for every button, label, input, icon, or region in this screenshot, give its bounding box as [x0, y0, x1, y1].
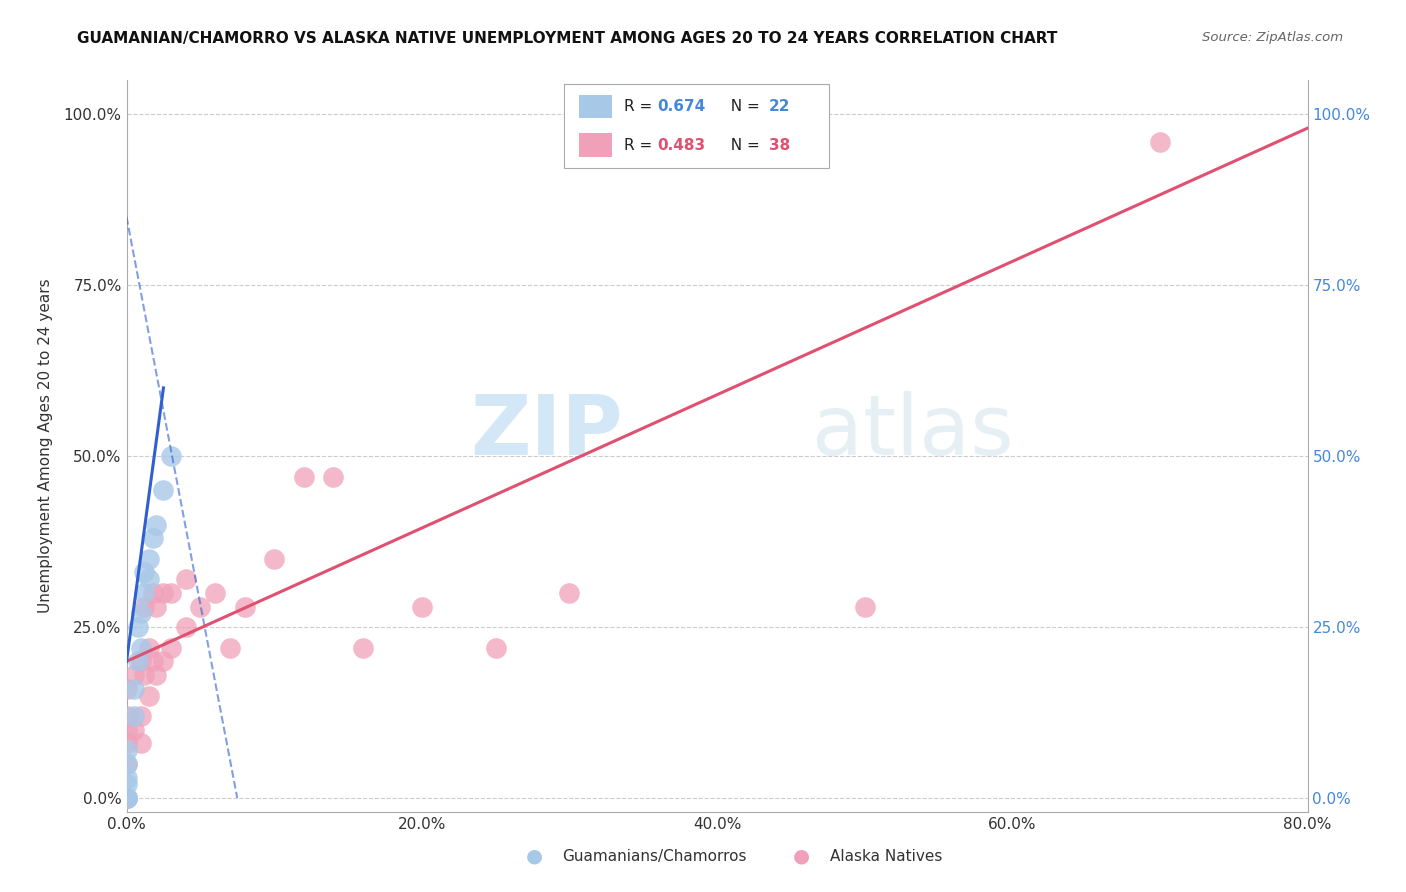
- Point: [122, 709, 145, 723]
- Text: ZIP: ZIP: [470, 391, 623, 472]
- Point: [134, 566, 156, 580]
- Point: [174, 620, 197, 634]
- Point: [484, 640, 508, 655]
- Text: 0.674: 0.674: [657, 99, 704, 114]
- Point: [142, 531, 165, 545]
- Point: [115, 791, 138, 805]
- Point: [145, 599, 167, 614]
- Point: [292, 469, 315, 483]
- Point: [115, 709, 138, 723]
- Point: [115, 777, 138, 791]
- Point: [115, 723, 138, 737]
- Point: [188, 599, 212, 614]
- Point: [853, 599, 876, 614]
- Point: [142, 586, 165, 600]
- Point: [115, 771, 138, 785]
- Point: [115, 791, 138, 805]
- Y-axis label: Unemployment Among Ages 20 to 24 years: Unemployment Among Ages 20 to 24 years: [38, 278, 52, 614]
- Point: [152, 586, 174, 600]
- Text: Alaska Natives: Alaska Natives: [830, 849, 942, 863]
- Text: R =: R =: [624, 99, 657, 114]
- Point: [122, 681, 145, 696]
- Bar: [579, 95, 612, 119]
- Point: [122, 668, 145, 682]
- Point: [411, 599, 433, 614]
- Point: [322, 469, 344, 483]
- Point: [160, 586, 183, 600]
- Point: [152, 654, 174, 668]
- Point: [134, 668, 156, 682]
- Text: Source: ZipAtlas.com: Source: ZipAtlas.com: [1202, 31, 1343, 45]
- Text: R =: R =: [624, 137, 657, 153]
- Point: [160, 640, 183, 655]
- Point: [129, 709, 153, 723]
- Text: Guamanians/Chamorros: Guamanians/Chamorros: [562, 849, 747, 863]
- Point: [115, 743, 138, 757]
- Point: [352, 640, 374, 655]
- Point: [115, 791, 138, 805]
- Point: [115, 756, 138, 771]
- Text: 22: 22: [769, 99, 790, 114]
- Point: [115, 791, 138, 805]
- Point: [145, 517, 167, 532]
- Point: [219, 640, 242, 655]
- Point: [115, 681, 138, 696]
- Point: [134, 599, 156, 614]
- Text: ●: ●: [793, 847, 810, 866]
- Text: N =: N =: [721, 99, 765, 114]
- Point: [138, 551, 160, 566]
- Point: [142, 654, 165, 668]
- Point: [115, 756, 138, 771]
- Point: [138, 572, 160, 586]
- Text: GUAMANIAN/CHAMORRO VS ALASKA NATIVE UNEMPLOYMENT AMONG AGES 20 TO 24 YEARS CORRE: GUAMANIAN/CHAMORRO VS ALASKA NATIVE UNEM…: [77, 31, 1057, 46]
- Point: [134, 586, 156, 600]
- Text: N =: N =: [721, 137, 765, 153]
- Point: [160, 449, 183, 463]
- Point: [129, 736, 153, 750]
- Bar: [579, 134, 612, 157]
- Point: [115, 791, 138, 805]
- Point: [129, 607, 153, 621]
- Point: [129, 654, 153, 668]
- FancyBboxPatch shape: [564, 84, 830, 168]
- Point: [1149, 135, 1171, 149]
- Text: atlas: atlas: [811, 391, 1014, 472]
- Point: [138, 689, 160, 703]
- Point: [263, 551, 285, 566]
- Point: [174, 572, 197, 586]
- Point: [127, 620, 149, 634]
- Point: [204, 586, 226, 600]
- Point: [127, 654, 149, 668]
- Point: [145, 668, 167, 682]
- Point: [558, 586, 581, 600]
- Point: [115, 736, 138, 750]
- Point: [122, 723, 145, 737]
- Point: [138, 640, 160, 655]
- Point: [152, 483, 174, 498]
- Text: 0.483: 0.483: [657, 137, 704, 153]
- Point: [129, 640, 153, 655]
- Point: [233, 599, 256, 614]
- Text: 38: 38: [769, 137, 790, 153]
- Text: ●: ●: [526, 847, 543, 866]
